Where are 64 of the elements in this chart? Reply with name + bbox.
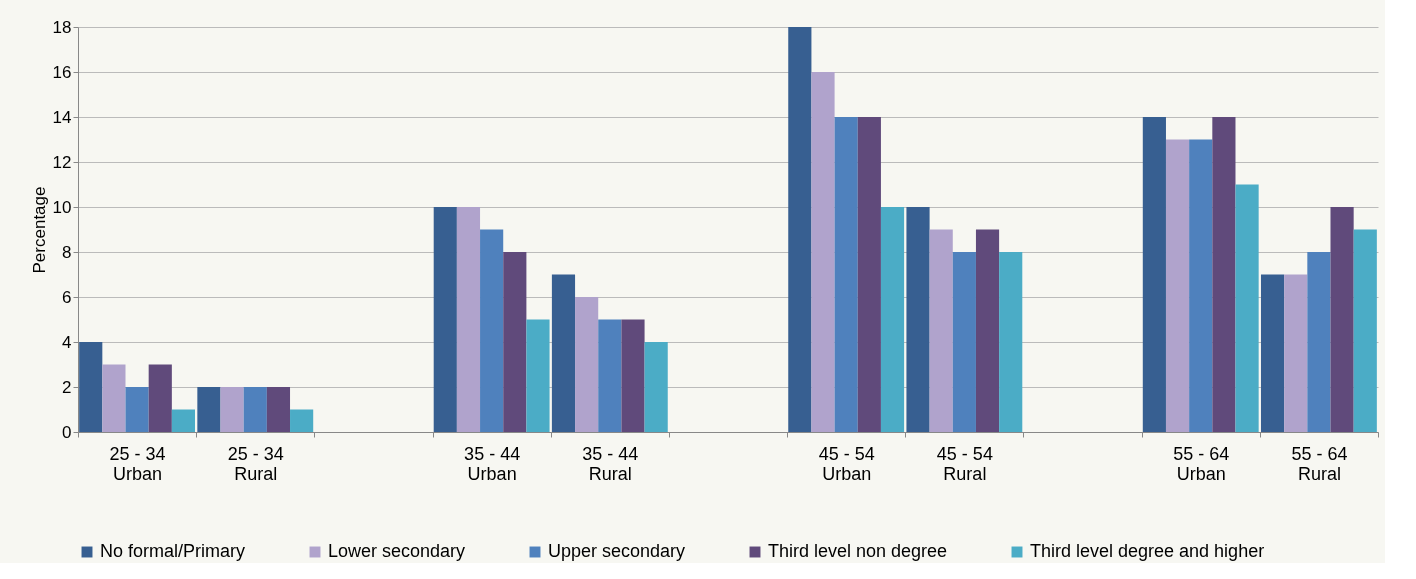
y-tick-label: 4 [62,332,72,352]
bar [1307,252,1331,432]
y-tick-label: 18 [52,17,72,37]
bar [1235,184,1259,432]
x-tick-label: 35 - 44 Rural [582,443,639,484]
bar [551,274,576,432]
bar [148,364,172,432]
bar [788,27,812,432]
bar [906,207,930,432]
legend-label: Upper secondary [548,541,686,561]
bar [999,252,1023,432]
bar [575,297,599,432]
bar [102,364,126,432]
y-tick-label: 2 [62,377,72,397]
bar [598,319,622,432]
x-tick-label: 45 - 54 Rural [936,443,993,484]
bar [125,387,149,432]
bar [880,207,905,432]
bar [290,409,314,432]
bar [171,409,196,432]
x-tick-label: 55 - 64 Urban [1173,443,1230,484]
y-tick-label: 0 [62,422,72,442]
bar [1212,117,1236,432]
bar [197,387,221,432]
legend-label: Third level degree and higher [1030,541,1265,561]
bar [1142,117,1166,432]
bar [811,72,835,432]
bar [1330,207,1354,432]
legend-label: No formal/Primary [100,541,246,561]
y-tick-label: 16 [52,62,72,82]
bar [266,387,291,432]
bar [456,207,481,432]
y-axis-title: Percentage [29,186,49,274]
bar [243,387,267,432]
bar [79,342,103,432]
bar [1165,139,1190,432]
legend-label: Third level non degree [768,541,948,561]
bar [503,252,527,432]
bar [857,117,881,432]
y-tick-label: 14 [52,107,72,127]
bar [834,117,858,432]
legend-label: Lower secondary [328,541,466,561]
bar [644,342,668,432]
bar [621,319,645,432]
bar [480,229,504,432]
x-tick-label: 25 - 34 Rural [227,443,284,484]
y-tick-label: 8 [62,242,72,262]
bar [975,229,1000,432]
bar [526,319,550,432]
x-tick-label: 35 - 44 Urban [464,443,521,484]
bar [929,229,953,432]
bar [1189,139,1213,432]
x-tick-label: 25 - 34 Urban [109,443,166,484]
bar [433,207,457,432]
bar [1353,229,1377,432]
y-tick-label: 12 [52,152,72,172]
x-tick-label: 45 - 54 Urban [818,443,875,484]
y-tick-label: 6 [62,287,72,307]
bar [1260,274,1285,432]
x-tick-label: 55 - 64 Rural [1291,443,1348,484]
bar [220,387,244,432]
bar [1284,274,1308,432]
y-tick-label: 10 [52,197,72,217]
bar [952,252,976,432]
